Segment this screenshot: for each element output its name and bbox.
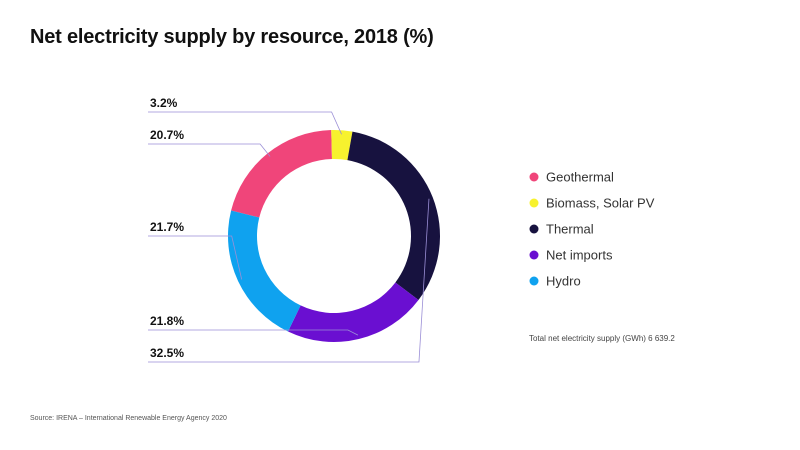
legend-label-thermal: Thermal (546, 222, 594, 237)
legend-label-biomass-solar-pv: Biomass, Solar PV (546, 196, 655, 211)
leader-lines (148, 111, 430, 363)
legend: Geothermal Biomass, Solar PV Thermal Net im… (529, 170, 655, 289)
leader-line-geothermal (148, 143, 271, 157)
legend-swatch-thermal (529, 224, 539, 234)
legend-swatch-hydro (529, 276, 539, 286)
legend-swatch-geothermal (529, 172, 539, 182)
source-note: Source: IRENA – International Renewable … (30, 415, 227, 422)
legend-swatch-net-imports (529, 250, 539, 260)
slice-biomass-solar-pv (331, 130, 353, 161)
legend-swatch-biomass-solar-pv (529, 198, 539, 208)
value-label-net-imports: 21.8% (150, 314, 184, 328)
slice-geothermal (231, 130, 332, 218)
total-supply-note: Total net electricity supply (GWh) 6 639… (529, 334, 675, 343)
leader-line-thermal (148, 198, 430, 363)
legend-label-geothermal: Geothermal (546, 170, 614, 185)
legend-label-net-imports: Net imports (546, 248, 613, 263)
value-label-hydro: 21.7% (150, 220, 184, 234)
value-labels: 3.2% 20.7% 21.7% 21.8% 32.5% (150, 96, 184, 360)
value-label-geothermal: 20.7% (150, 128, 184, 142)
legend-label-hydro: Hydro (546, 274, 581, 289)
leader-line-net-imports (148, 329, 359, 336)
donut-slices (228, 130, 440, 342)
leader-line-biomass-solar-pv (148, 111, 342, 135)
chart-title: Net electricity supply by resource, 2018… (30, 26, 434, 48)
slice-thermal (347, 131, 440, 301)
slice-net-imports (288, 282, 419, 342)
value-label-thermal: 32.5% (150, 346, 184, 360)
value-label-biomass-solar-pv: 3.2% (150, 96, 178, 110)
leader-line-hydro (148, 235, 243, 280)
slice-hydro (228, 210, 301, 332)
